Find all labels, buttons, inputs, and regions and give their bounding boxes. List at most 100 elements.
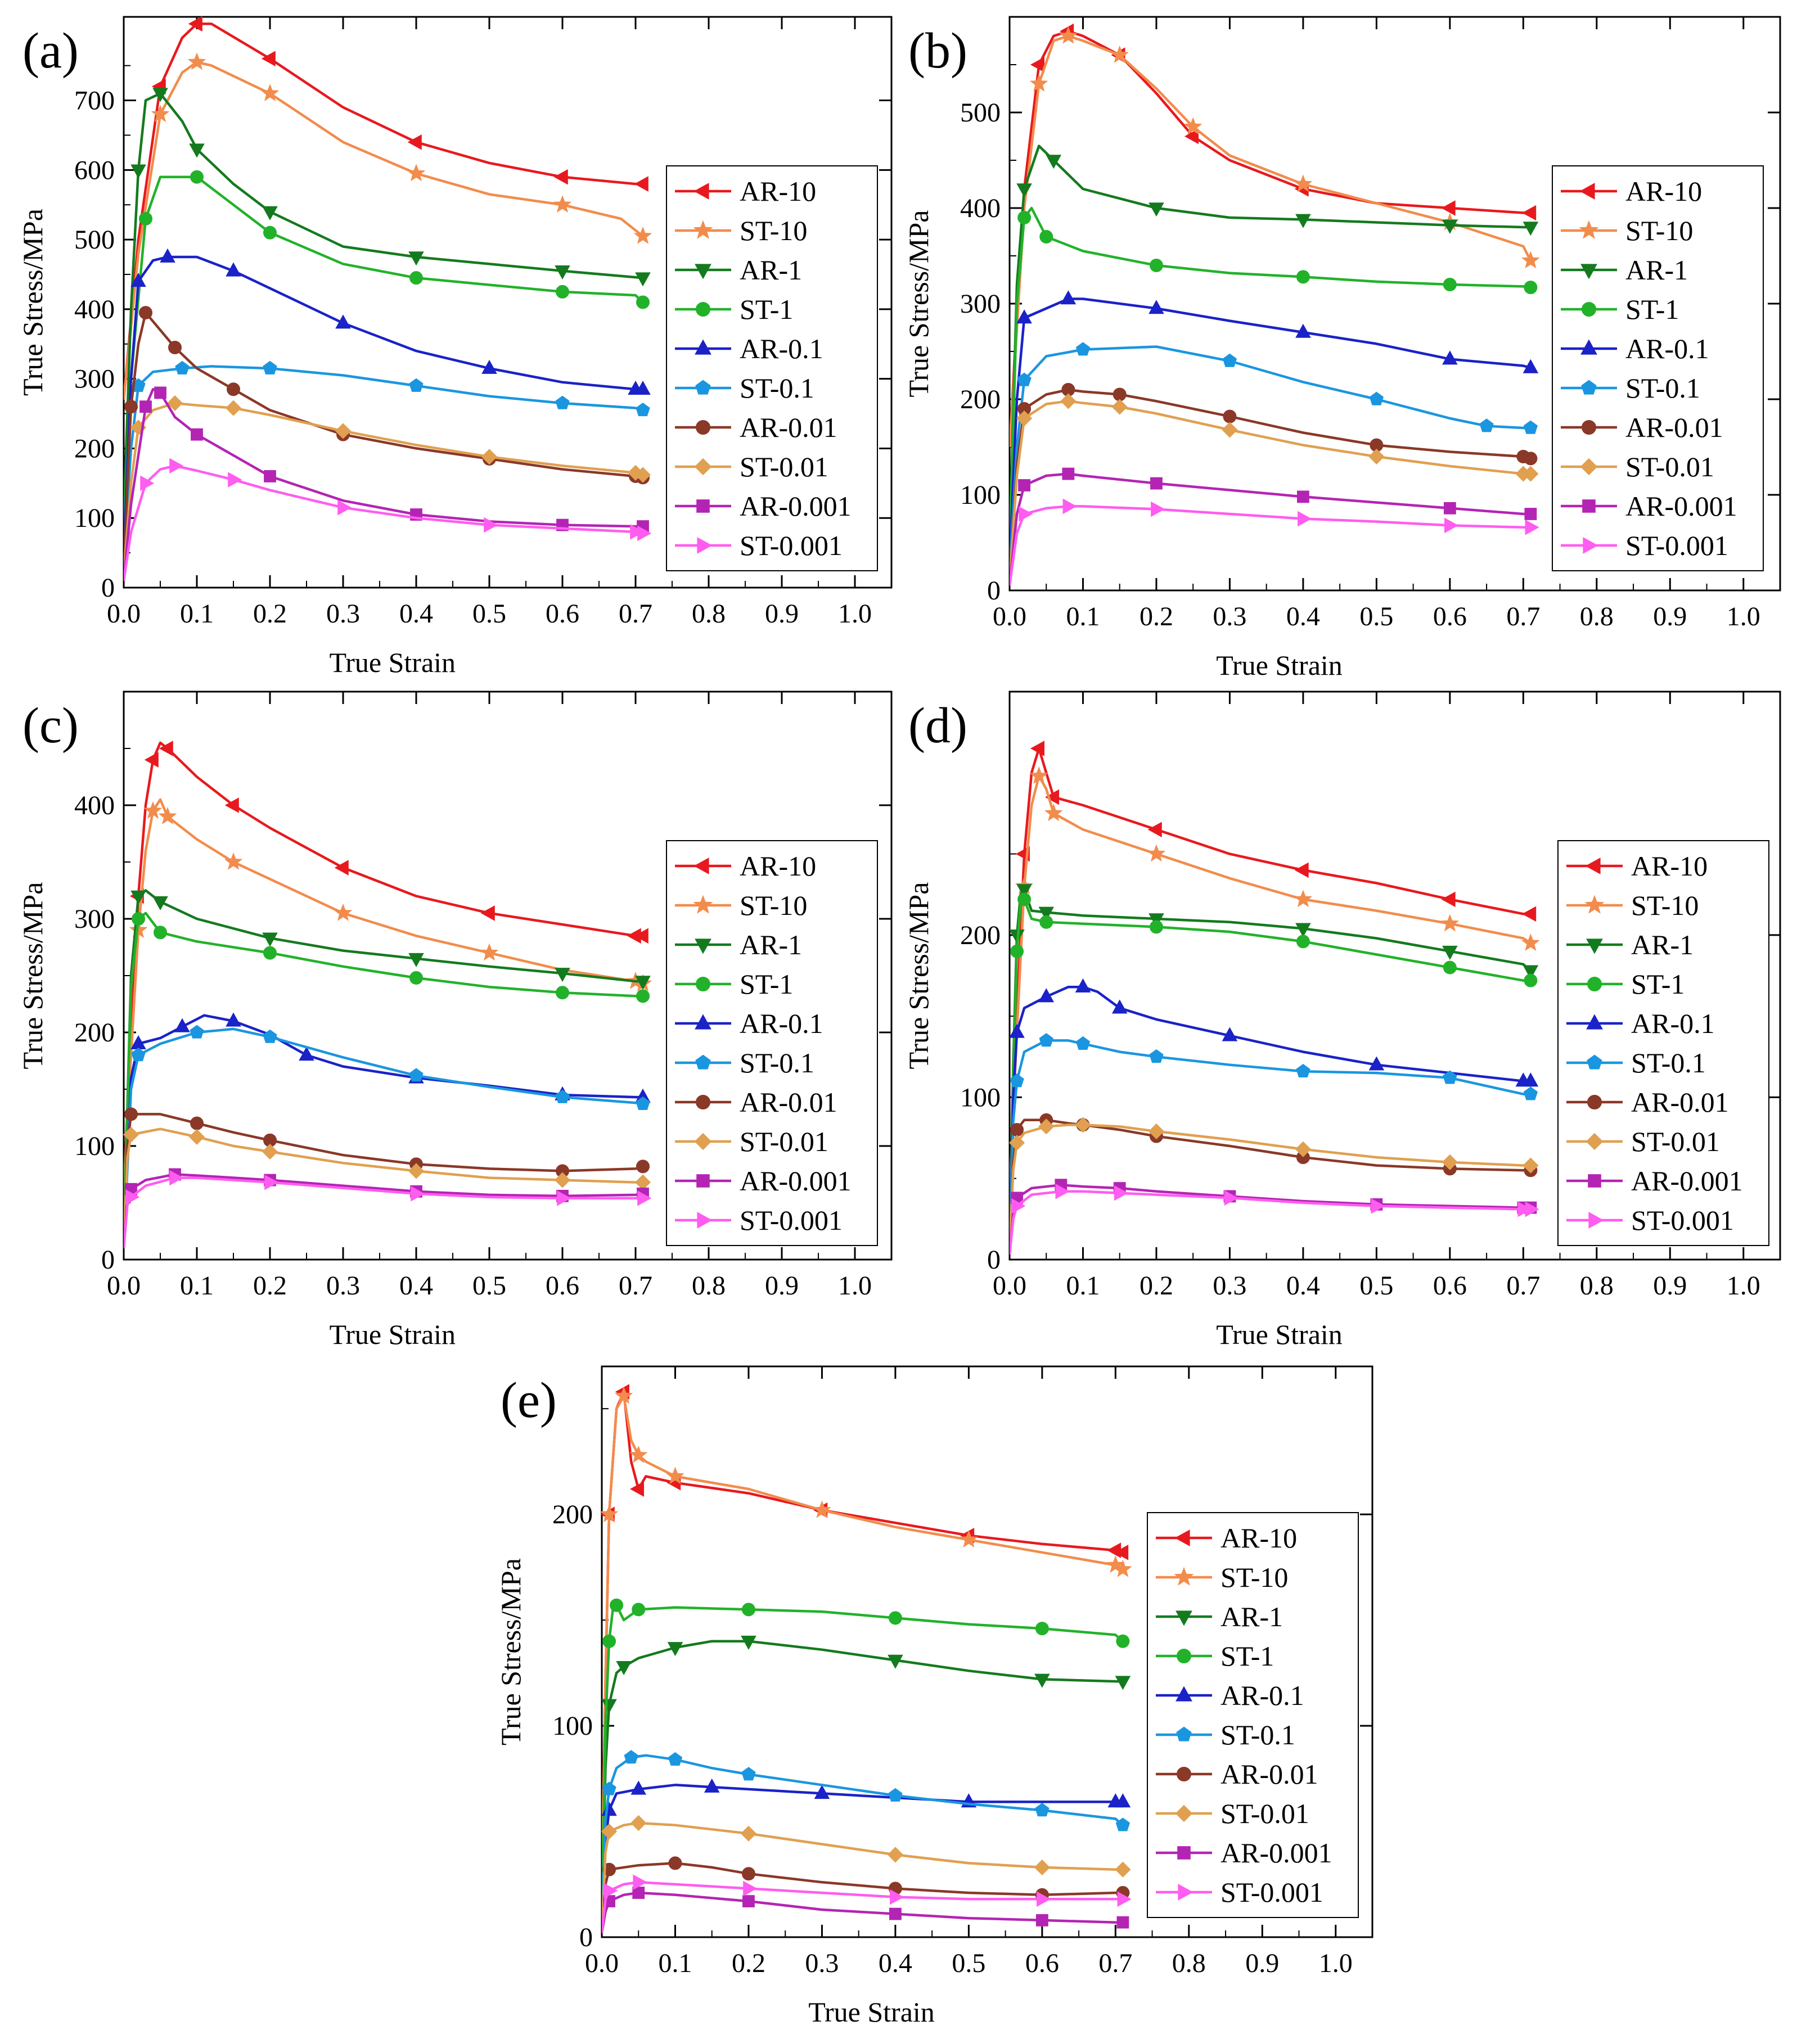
data-point bbox=[151, 105, 170, 123]
data-point bbox=[554, 1172, 571, 1188]
x-tick-label: 0.4 bbox=[399, 1271, 433, 1301]
chart-panel: (e) 0.0 0.1 0.2 0.3 0.4 0.5 0.6 0.7 0.8 0.9 1.0 0 100… bbox=[495, 1365, 1373, 2028]
legend-label: ST-10 bbox=[1631, 890, 1699, 921]
data-point bbox=[125, 1189, 140, 1205]
x-axis-title: True Strain bbox=[329, 1319, 456, 1350]
data-point bbox=[1147, 844, 1166, 862]
y-tick-label: 400 bbox=[74, 791, 115, 820]
x-tick-label: 0.3 bbox=[805, 1948, 839, 1978]
y-tick-label: 300 bbox=[960, 289, 1001, 319]
legend-label: AR-0.01 bbox=[1625, 412, 1723, 443]
data-point bbox=[1115, 1861, 1131, 1878]
data-point bbox=[168, 340, 182, 354]
x-tick-label: 0.9 bbox=[765, 1271, 799, 1301]
data-point bbox=[408, 251, 424, 266]
panel-label: (b) bbox=[908, 23, 967, 79]
legend-label: ST-10 bbox=[740, 890, 807, 921]
data-point bbox=[1523, 222, 1539, 236]
legend-label: AR-0.01 bbox=[1631, 1086, 1729, 1118]
data-point bbox=[140, 475, 155, 491]
y-axis-title: True Stress/MPa bbox=[903, 882, 934, 1070]
legend-marker bbox=[1176, 1686, 1192, 1702]
x-tick-label: 0.1 bbox=[1066, 602, 1100, 631]
x-tick-label: 0.6 bbox=[546, 599, 579, 629]
legend-marker bbox=[694, 458, 712, 476]
legend-label: AR-0.001 bbox=[740, 490, 852, 522]
y-tick-label: 100 bbox=[74, 503, 115, 533]
data-point bbox=[889, 1907, 902, 1920]
data-point bbox=[143, 801, 163, 819]
x-tick-label: 0.8 bbox=[1580, 1271, 1614, 1301]
data-point bbox=[174, 1018, 190, 1032]
data-point bbox=[1110, 45, 1129, 63]
data-point bbox=[130, 164, 146, 179]
data-point bbox=[132, 912, 145, 926]
x-tick-label: 0.4 bbox=[879, 1948, 912, 1978]
data-point bbox=[1035, 1914, 1048, 1926]
data-point bbox=[600, 1505, 619, 1523]
data-point bbox=[1113, 387, 1127, 401]
series-line bbox=[1010, 985, 1531, 1252]
data-point bbox=[139, 211, 152, 225]
legend-label: AR-0.001 bbox=[1625, 490, 1737, 522]
data-point bbox=[408, 953, 424, 967]
data-point bbox=[160, 248, 175, 263]
data-point bbox=[224, 797, 239, 813]
chart-panel: (d) 0.0 0.1 0.2 0.3 0.4 0.5 0.6 0.7 0.8 0.9 1.0 0 100… bbox=[903, 691, 1781, 1350]
x-tick-label: 0.1 bbox=[180, 1271, 214, 1301]
data-point bbox=[553, 195, 572, 213]
data-point bbox=[1296, 1063, 1310, 1078]
data-point bbox=[1524, 508, 1537, 520]
legend-marker bbox=[694, 1132, 712, 1150]
y-tick-label: 300 bbox=[74, 904, 115, 934]
y-tick-label: 200 bbox=[74, 1018, 115, 1048]
legend-marker bbox=[697, 537, 713, 554]
legend-marker bbox=[696, 420, 710, 435]
legend-marker bbox=[696, 1174, 710, 1188]
data-point bbox=[1523, 1086, 1538, 1100]
data-point bbox=[263, 360, 277, 374]
legend-marker bbox=[696, 302, 710, 317]
y-tick-label: 500 bbox=[74, 225, 115, 255]
legend-marker bbox=[1584, 895, 1605, 914]
x-axis-title: True Strain bbox=[1216, 649, 1343, 681]
data-point bbox=[1009, 1023, 1025, 1038]
data-point bbox=[1075, 978, 1091, 992]
legend-marker bbox=[1585, 858, 1601, 874]
data-point bbox=[407, 134, 422, 150]
data-point bbox=[1030, 741, 1044, 756]
x-tick-label: 0.5 bbox=[952, 1948, 985, 1978]
data-point bbox=[1062, 498, 1077, 515]
x-tick-label: 0.3 bbox=[1213, 602, 1246, 631]
y-tick-label: 200 bbox=[552, 1500, 593, 1529]
data-point bbox=[263, 946, 277, 960]
legend-label: AR-10 bbox=[1625, 175, 1702, 207]
data-point bbox=[1149, 1049, 1164, 1063]
data-point bbox=[1522, 205, 1537, 221]
data-point bbox=[1517, 1201, 1532, 1217]
data-point bbox=[1524, 973, 1538, 987]
legend-label: ST-1 bbox=[1625, 294, 1679, 325]
data-point bbox=[260, 84, 280, 102]
legend-label: AR-0.01 bbox=[1220, 1758, 1318, 1790]
legend-label: AR-0.1 bbox=[740, 333, 823, 364]
data-point bbox=[1039, 915, 1053, 929]
data-point bbox=[1523, 965, 1539, 980]
legend-marker bbox=[697, 1212, 713, 1229]
data-point bbox=[190, 170, 204, 184]
data-point bbox=[1035, 1622, 1049, 1636]
data-point bbox=[616, 1661, 632, 1676]
data-point bbox=[481, 449, 498, 465]
data-point bbox=[602, 1634, 616, 1648]
data-point bbox=[743, 1880, 758, 1897]
data-point bbox=[1039, 1033, 1053, 1047]
data-point bbox=[1046, 155, 1062, 169]
x-tick-label: 0.5 bbox=[1359, 1271, 1393, 1301]
legend-label: AR-0.1 bbox=[1625, 333, 1709, 364]
legend-marker bbox=[1579, 183, 1595, 200]
data-point bbox=[636, 403, 650, 417]
legend-marker bbox=[1583, 537, 1598, 554]
data-point bbox=[634, 928, 648, 944]
legend-label: AR-0.1 bbox=[1631, 1008, 1715, 1039]
data-point bbox=[602, 1781, 616, 1795]
